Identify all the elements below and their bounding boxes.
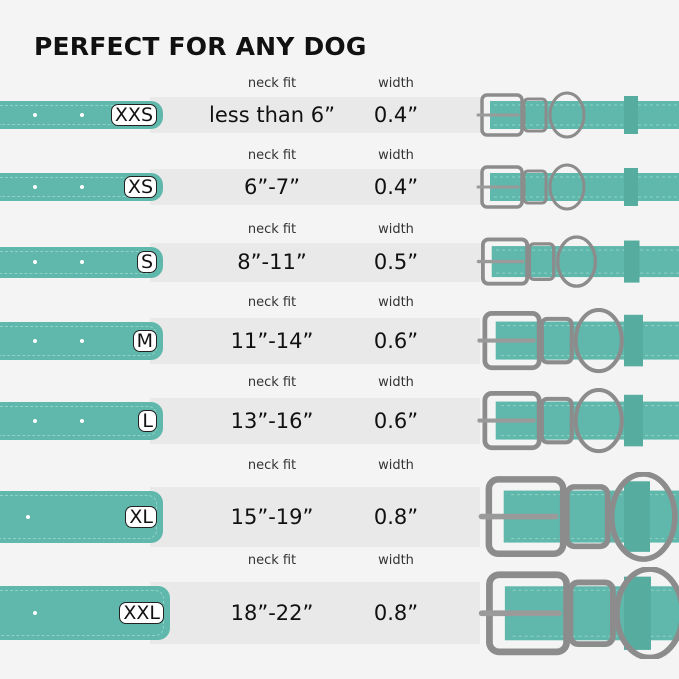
row-band	[150, 487, 480, 547]
strap-hole	[26, 515, 30, 519]
strap-loop	[623, 315, 643, 367]
buckle-collar-image	[478, 566, 679, 660]
size-badge: XL	[125, 506, 157, 528]
neck-fit-label: neck fit	[247, 458, 297, 473]
strap-hole	[33, 611, 37, 615]
width-value: 0.6”	[373, 409, 419, 433]
neck-fit-value: 18”-22”	[230, 601, 314, 625]
d-ring	[548, 91, 586, 139]
neck-fit-value: less than 6”	[209, 103, 335, 127]
strap-hole	[80, 113, 84, 117]
neck-fit-value: 11”-14”	[230, 329, 314, 353]
width-label: width	[378, 221, 414, 237]
width-label: width	[378, 76, 414, 91]
buckle-collar-image	[477, 388, 679, 454]
buckle-collar-image	[478, 472, 679, 562]
neck-fit-value: 8”-11”	[237, 250, 307, 274]
width-label: width	[378, 148, 414, 163]
width-value: 0.5”	[373, 250, 419, 274]
neck-fit-value: 13”-16”	[230, 409, 314, 433]
strap-hole	[80, 419, 84, 423]
keeper-loop	[564, 484, 611, 550]
size-badge: M	[132, 330, 157, 352]
width-label: width	[378, 553, 414, 568]
strap-hole	[80, 260, 84, 264]
strap-hole	[33, 185, 37, 189]
buckle-collar-image	[476, 91, 679, 139]
d-ring	[548, 163, 586, 211]
buckle-collar-image	[477, 308, 679, 374]
keeper-loop	[527, 242, 556, 282]
strap-loop	[623, 240, 640, 284]
size-badge: XXS	[110, 104, 157, 126]
row-band	[150, 242, 480, 282]
strap-hole	[80, 185, 84, 189]
neck-fit-label: neck fit	[247, 148, 297, 163]
width-value: 0.8”	[373, 505, 419, 529]
keeper-loop	[522, 169, 548, 205]
row-band	[150, 318, 480, 364]
neck-fit-label: neck fit	[247, 375, 297, 390]
neck-fit-label: neck fit	[247, 76, 297, 91]
width-value: 0.8”	[373, 601, 419, 625]
width-value: 0.6”	[373, 329, 419, 353]
size-badge: S	[136, 251, 157, 273]
d-ring	[608, 472, 678, 562]
width-label: width	[378, 295, 414, 310]
size-badge: XXL	[119, 602, 164, 624]
neck-fit-value: 15”-19”	[230, 505, 314, 529]
d-ring	[573, 308, 624, 374]
size-badge: XS	[123, 176, 157, 198]
keeper-loop	[539, 397, 574, 445]
d-ring	[556, 235, 598, 289]
strap-loop	[624, 168, 638, 206]
buckle-collar-image	[476, 235, 679, 289]
strap-hole	[33, 339, 37, 343]
strap-hole	[33, 113, 37, 117]
strap-hole	[33, 260, 37, 264]
row-band	[150, 398, 480, 444]
strap-hole	[33, 419, 37, 423]
keeper-loop	[539, 317, 574, 365]
width-label: width	[378, 458, 414, 473]
strap-hole	[80, 339, 84, 343]
neck-fit-label: neck fit	[247, 553, 297, 568]
keeper-loop	[567, 579, 616, 647]
strap-loop	[623, 481, 650, 553]
row-band	[150, 582, 480, 644]
strap-loop	[624, 96, 638, 134]
neck-fit-value: 6”-7”	[243, 175, 301, 199]
buckle-collar-image	[476, 163, 679, 211]
d-ring	[613, 566, 679, 660]
row-band	[150, 169, 480, 205]
size-badge: L	[138, 410, 157, 432]
row-band	[150, 97, 480, 133]
collar-strap-end	[0, 402, 163, 440]
keeper-loop	[522, 97, 548, 133]
collar-strap-end	[0, 246, 163, 278]
d-ring	[573, 388, 624, 454]
width-label: width	[378, 375, 414, 390]
page-title: PERFECT FOR ANY DOG	[34, 32, 367, 61]
width-value: 0.4”	[373, 103, 419, 127]
width-value: 0.4”	[373, 175, 419, 199]
neck-fit-label: neck fit	[247, 295, 297, 310]
strap-loop	[623, 395, 643, 447]
neck-fit-label: neck fit	[247, 221, 297, 237]
strap-loop	[623, 576, 651, 650]
